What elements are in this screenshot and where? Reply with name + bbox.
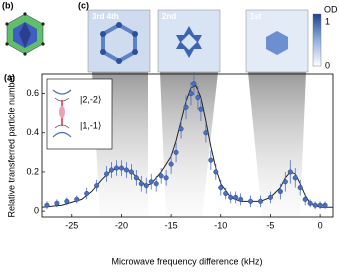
data-point — [307, 200, 313, 206]
image-label: 2nd — [162, 12, 176, 21]
data-point — [173, 149, 179, 155]
data-point — [277, 189, 283, 195]
x-tick-label: -10 — [214, 220, 227, 230]
data-point — [153, 181, 159, 187]
data-point — [195, 95, 201, 101]
data-point — [113, 165, 119, 171]
data-point — [238, 196, 244, 202]
data-point — [123, 167, 129, 173]
y-tick-label: 0.6 — [26, 88, 39, 98]
x-tick-label: -25 — [65, 220, 78, 230]
data-point — [133, 175, 139, 181]
colorbar-label: 0 — [325, 60, 330, 70]
y-tick-label: 0.4 — [26, 127, 39, 137]
data-point — [282, 179, 288, 185]
data-point — [104, 171, 110, 177]
data-point — [163, 175, 169, 181]
data-point — [312, 202, 318, 208]
data-point — [267, 194, 273, 200]
x-tick-label: 0 — [318, 220, 323, 230]
y-axis-label: Relative transferred particle number — [6, 74, 16, 217]
panel-label: (b) — [2, 0, 14, 10]
projection — [248, 72, 306, 217]
x-tick-label: -15 — [165, 220, 178, 230]
x-tick-label: -20 — [115, 220, 128, 230]
image-label: 1st — [250, 12, 262, 21]
data-point — [213, 169, 219, 175]
data-point — [118, 165, 124, 171]
brillouin-zone — [5, 12, 45, 56]
plot-frame — [41, 73, 334, 218]
absorption-image — [245, 9, 309, 73]
data-point — [143, 183, 149, 189]
data-point — [302, 196, 308, 202]
colorbar-title: OD — [324, 4, 338, 14]
data-point — [233, 194, 239, 200]
data-point — [183, 104, 189, 110]
data-point — [64, 198, 70, 204]
inset — [46, 78, 113, 150]
data-point — [188, 91, 194, 97]
image-label: 3rd 4th — [92, 12, 119, 21]
inset-label: |2,-2⟩ — [80, 94, 101, 104]
data-point — [322, 202, 328, 208]
x-axis-label: Microwave frequency difference (kHz) — [112, 256, 263, 266]
colorbar — [312, 13, 322, 67]
data-point — [203, 130, 209, 136]
data-point — [158, 173, 164, 179]
panel-label: (c) — [78, 0, 89, 10]
data-point — [54, 200, 60, 206]
data-point — [178, 126, 184, 132]
data-point — [287, 169, 293, 175]
y-tick-label: 0 — [34, 205, 39, 215]
colorbar-label: 1 — [325, 16, 330, 26]
absorption-image — [87, 9, 151, 73]
data-point — [74, 196, 80, 202]
data-point — [109, 167, 115, 173]
data-point — [292, 175, 298, 181]
data-point — [218, 185, 224, 191]
data-point — [138, 181, 144, 187]
data-point — [191, 81, 197, 87]
data-point — [208, 157, 214, 163]
data-point — [44, 202, 50, 208]
data-point — [198, 106, 204, 112]
y-tick-label: 0.2 — [26, 166, 39, 176]
inset-label: |1,-1⟩ — [80, 120, 101, 130]
data-point — [297, 185, 303, 191]
panel-label: (a) — [4, 72, 15, 82]
data-point — [128, 169, 134, 175]
data-point — [257, 198, 263, 204]
x-tick-label: -5 — [266, 220, 274, 230]
data-point — [84, 190, 90, 196]
data-point — [317, 202, 323, 208]
data-point — [94, 183, 100, 189]
data-point — [223, 190, 229, 196]
data-point — [148, 179, 154, 185]
data-point — [248, 198, 254, 204]
data-point — [168, 161, 174, 167]
absorption-image — [157, 9, 221, 73]
data-point — [228, 194, 234, 200]
